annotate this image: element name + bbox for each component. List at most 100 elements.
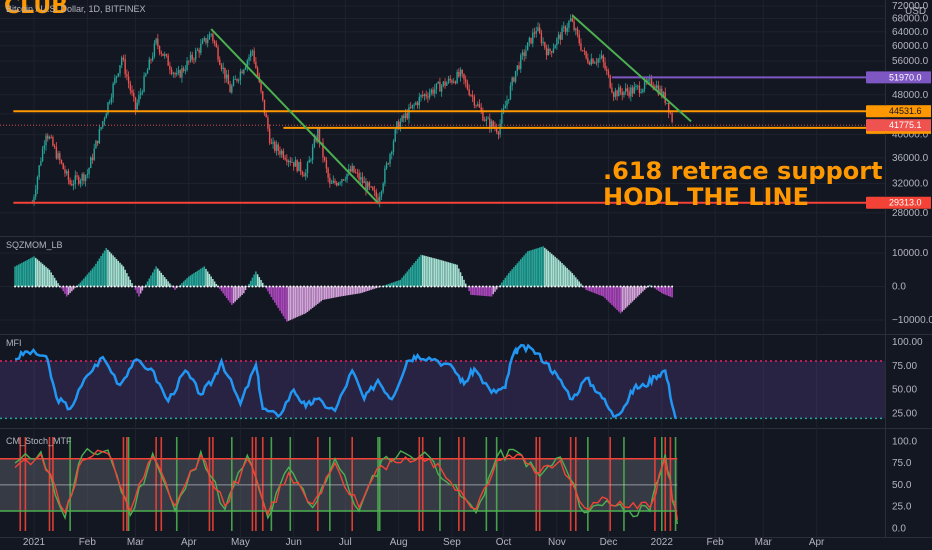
sqz-dot <box>309 285 312 288</box>
candle-body <box>422 94 424 97</box>
sqz-dot <box>41 285 44 288</box>
sqz-dot <box>660 285 663 288</box>
stoch-line-k <box>14 447 678 525</box>
sqz-bar <box>198 269 200 287</box>
candle-body <box>566 27 568 32</box>
candle-body <box>559 34 562 40</box>
candle-body <box>650 78 653 86</box>
candle-body <box>485 118 488 121</box>
sqzmom-pane[interactable]: SQZMOM_LB 10000.0 0.0 −10000.0 <box>6 240 932 326</box>
sqz-bar <box>612 286 615 307</box>
sqz-dot <box>38 285 41 288</box>
candle-body <box>88 168 90 174</box>
candle-body <box>659 88 661 95</box>
sqz-dot <box>282 285 285 288</box>
sqz-dot <box>127 285 130 288</box>
candle-body <box>127 76 130 84</box>
sqz-dot <box>151 285 154 288</box>
sqz-dot <box>230 285 233 288</box>
price-tick-label: 60000.0 <box>892 41 929 52</box>
horizontal-levels[interactable] <box>0 76 885 204</box>
sqz-dot <box>481 285 484 288</box>
candle-body <box>98 129 101 144</box>
sqz-dot <box>564 285 567 288</box>
mfi-pane[interactable]: MFI 100.00 75.00 50.00 25.00 <box>0 337 923 420</box>
candle-body <box>533 32 536 34</box>
sqz-dot <box>389 285 392 288</box>
candle-body <box>545 47 548 56</box>
candle-body <box>71 184 73 186</box>
candle-body <box>385 163 388 169</box>
last-price-tag: 41775.1 <box>889 120 922 130</box>
sqz-bar <box>514 265 517 287</box>
candle-body <box>241 71 243 74</box>
sqz-bar <box>243 286 245 294</box>
sqz-dot <box>567 285 570 288</box>
sqz-bar <box>45 266 47 287</box>
sqz-dot <box>89 285 92 288</box>
sqz-bar <box>649 284 651 287</box>
candle-body <box>138 95 140 103</box>
candle-body <box>528 37 531 43</box>
sqz-bar <box>196 270 199 287</box>
sqz-dot <box>217 285 220 288</box>
sqz-bar <box>652 286 654 288</box>
trendlines[interactable] <box>210 14 692 204</box>
sqz-dot <box>530 285 533 288</box>
sqz-dot <box>592 285 594 288</box>
sqz-bar <box>241 286 243 295</box>
candle-body <box>90 157 92 169</box>
candle-body <box>346 173 348 180</box>
candle-body <box>198 49 200 53</box>
sqz-bar <box>90 270 92 287</box>
candle-body <box>65 171 68 174</box>
sqz-bar <box>320 286 322 302</box>
price-pane[interactable]: CLUB Bitcoin / U.S. Dollar, 1D, BITFINEX… <box>0 0 931 219</box>
sqz-bar <box>215 283 218 287</box>
sqz-dot <box>547 285 550 288</box>
annotation-hodl[interactable]: HODL THE LINE <box>603 183 809 211</box>
stoch-tick-label: 100.0 <box>892 436 917 447</box>
sqz-bar <box>160 272 163 287</box>
candle-body <box>325 160 328 169</box>
candle-body <box>516 65 519 71</box>
candle-body <box>377 197 379 204</box>
candle-body <box>181 68 183 78</box>
sqz-bar <box>96 261 99 287</box>
sqz-dot <box>385 285 388 288</box>
sqz-bar <box>597 286 599 295</box>
candle-body <box>322 142 324 158</box>
sqz-bar <box>317 286 319 304</box>
candle-body <box>270 142 273 144</box>
candle-body <box>53 145 56 148</box>
candle-body <box>327 168 329 178</box>
sqz-bar <box>305 286 307 314</box>
sqz-dot <box>636 285 639 288</box>
sqz-dot <box>667 285 670 288</box>
annotation-support[interactable]: .618 retrace support <box>603 157 883 185</box>
candle-body <box>439 81 441 92</box>
sqz-dot <box>258 285 261 288</box>
sqz-bar <box>136 286 138 294</box>
sqz-bar <box>41 263 44 287</box>
sqz-bar <box>466 286 469 288</box>
candle-body <box>299 161 302 172</box>
candle-body <box>551 51 553 53</box>
candle-body <box>655 85 658 89</box>
stoch-pane[interactable]: CM_Stoch_MTF 100.0 75.0 50.0 25.0 0.0 <box>0 436 917 534</box>
sqz-dot <box>316 285 319 288</box>
sqz-bar <box>492 286 494 295</box>
candle-body <box>248 56 250 61</box>
stoch-tick-label: 25.0 <box>892 502 912 513</box>
sqz-bar <box>616 286 618 310</box>
x-tick-label: Feb <box>707 537 725 548</box>
sqz-dot <box>117 285 120 288</box>
candle-body <box>428 93 431 98</box>
sqz-dot <box>296 285 299 288</box>
sqz-bar <box>592 286 594 293</box>
sqz-bar <box>495 286 498 290</box>
sqz-dot <box>602 285 605 288</box>
sqz-bar <box>478 286 481 296</box>
sqz-bar <box>206 271 209 287</box>
